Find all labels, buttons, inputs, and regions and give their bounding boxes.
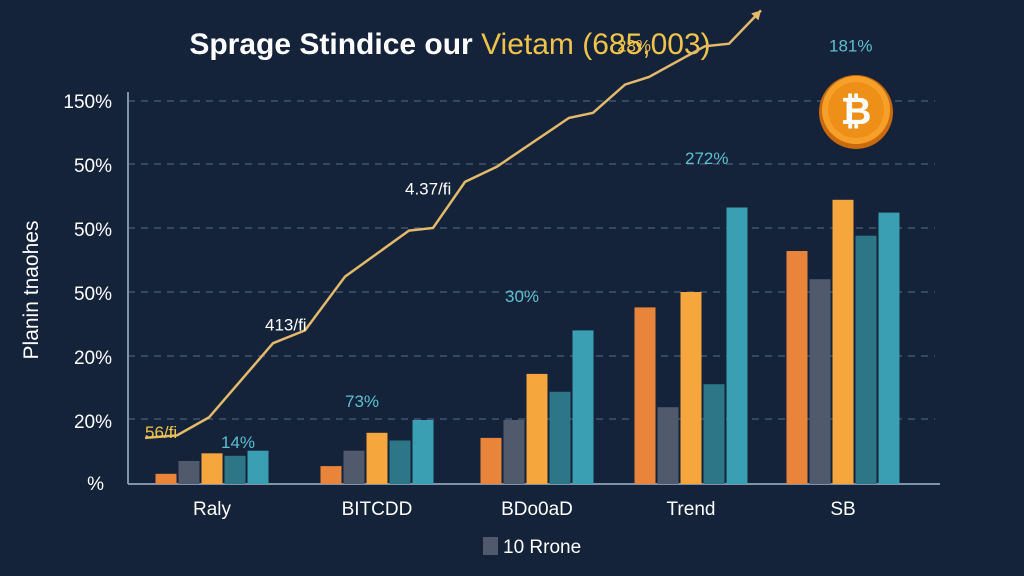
- x-tick-label: Trend: [667, 499, 716, 520]
- x-tick-label: Raly: [193, 499, 232, 520]
- bar-orange-1: [320, 466, 342, 484]
- bar-yellow-0: [201, 453, 223, 484]
- y-tick-label: 50%: [74, 156, 112, 177]
- y-tick-label: 150%: [63, 92, 112, 113]
- y-tick-label: %: [87, 474, 104, 495]
- bar-yellow-1: [366, 432, 388, 484]
- bar-yellow-2: [526, 373, 548, 484]
- bar-cyan-4: [878, 212, 900, 484]
- bar-orange-0: [155, 473, 177, 484]
- legend-swatch: [483, 537, 498, 555]
- data-labels: 56/fi14%413/fi73%4.37/fi30%28%272%39fi/1…: [145, 36, 872, 452]
- bar-orange-4: [786, 251, 808, 484]
- bar-gray-4: [809, 279, 831, 484]
- bars: [155, 199, 900, 485]
- y-tick-label: 20%: [74, 348, 112, 369]
- trend-line: [144, 9, 762, 440]
- y-tick-label: 20%: [74, 412, 112, 433]
- bitcoin-coin-icon: ₿: [819, 75, 893, 149]
- bar-yellow-3: [680, 292, 702, 484]
- bar-gray-1: [343, 450, 365, 484]
- chart-title-main: Sprage Stindice our: [189, 28, 481, 61]
- bar-orange-2: [480, 437, 502, 484]
- bar-teal-0: [224, 455, 246, 484]
- chart-title-accent: Vietam (685,003): [481, 28, 711, 61]
- data-label: 4.37/fi: [405, 180, 451, 199]
- chart-title: Sprage Stindice our Vietam (685,003): [189, 28, 710, 61]
- bar-teal-2: [549, 391, 571, 484]
- data-label: 28%: [617, 36, 651, 55]
- x-tick-label: SB: [830, 499, 855, 520]
- bar-gray-2: [503, 420, 525, 484]
- bar-teal-3: [703, 384, 725, 484]
- data-label: 56/fi: [145, 423, 177, 442]
- bar-cyan-3: [726, 207, 748, 484]
- bar-gray-3: [657, 407, 679, 484]
- y-tick-labels: 150% 50% 50% 50% 20% 20% %: [63, 92, 112, 495]
- bar-cyan-2: [572, 330, 594, 484]
- bar-teal-1: [389, 440, 411, 484]
- legend-label: 10 Rrone: [503, 537, 581, 558]
- bar-yellow-4: [832, 199, 854, 485]
- bar-teal-4: [855, 235, 877, 484]
- bar-gray-0: [178, 461, 200, 484]
- data-label: 413/fi: [265, 315, 307, 334]
- x-tick-label: BDo0aD: [501, 499, 573, 520]
- data-label: 73%: [345, 392, 379, 411]
- y-tick-label: 50%: [74, 284, 112, 305]
- data-label: 272%: [685, 149, 728, 168]
- svg-text:₿: ₿: [841, 91, 872, 133]
- trend-arrowhead: [751, 10, 761, 21]
- data-label: 181%: [829, 36, 872, 55]
- data-label: 30%: [505, 287, 539, 306]
- x-tick-labels: Raly BITCDD BDo0aD Trend SB: [193, 499, 856, 520]
- y-axis-label: Planin tnaohes: [20, 221, 43, 360]
- x-tick-label: BITCDD: [342, 499, 413, 520]
- y-tick-label: 50%: [74, 220, 112, 241]
- bar-cyan-0: [247, 450, 269, 484]
- data-label: 14%: [221, 433, 255, 452]
- bar-orange-3: [634, 307, 656, 484]
- bar-cyan-1: [412, 420, 434, 484]
- legend: 10 Rrone: [483, 537, 581, 558]
